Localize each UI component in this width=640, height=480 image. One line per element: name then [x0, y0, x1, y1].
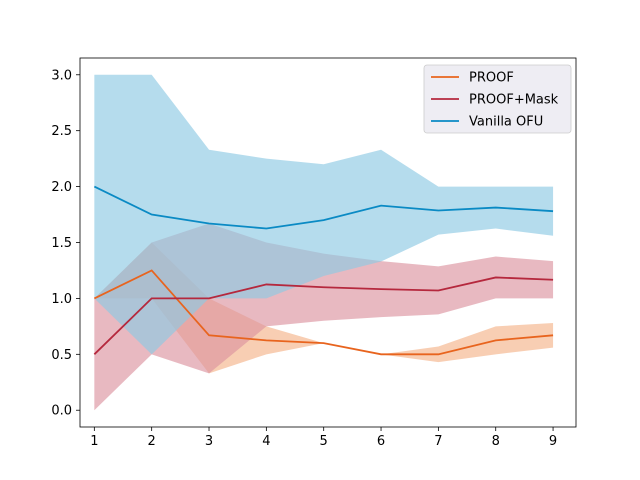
proof-line — [93, 269, 554, 356]
x-tick-label: 1 — [90, 434, 98, 449]
y-tick-label: 2.5 — [51, 124, 72, 139]
x-tick-label: 4 — [262, 434, 270, 449]
y-tick-label: 3.0 — [51, 68, 72, 83]
legend: PROOF PROOF+Mask Vanilla OFU — [423, 64, 572, 134]
legend-box — [423, 64, 572, 134]
x-tick-label: 5 — [320, 434, 328, 449]
proof-mask-legend-label: PROOF+Mask — [469, 93, 559, 108]
x-tick-label: 8 — [492, 434, 500, 449]
x-tick-label: 7 — [434, 434, 442, 449]
vanilla-ofu-line — [93, 185, 554, 230]
x-tick-label: 3 — [205, 434, 213, 449]
x-tick-label: 6 — [377, 434, 385, 449]
y-tick-label: 2.0 — [51, 180, 72, 195]
series-lines — [93, 185, 554, 356]
y-tick-label: 1.5 — [51, 236, 72, 251]
x-tick-label: 9 — [549, 434, 557, 449]
confidence-bands — [94, 74, 554, 411]
y-tick-label: 0.0 — [51, 404, 72, 419]
y-tick-label: 1.0 — [51, 292, 72, 307]
x-tick-label: 2 — [148, 434, 156, 449]
proof-legend-label: PROOF — [469, 71, 514, 86]
vanilla-ofu-legend-label: Vanilla OFU — [469, 115, 543, 130]
x-axis: 1 2 3 4 5 6 7 8 9 — [90, 427, 557, 449]
vanilla-ofu-band — [94, 74, 554, 355]
proof-mask-line — [93, 276, 554, 355]
y-axis: 0.0 0.5 1.0 1.5 2.0 2.5 3.0 — [51, 68, 80, 419]
y-tick-label: 0.5 — [51, 348, 72, 363]
